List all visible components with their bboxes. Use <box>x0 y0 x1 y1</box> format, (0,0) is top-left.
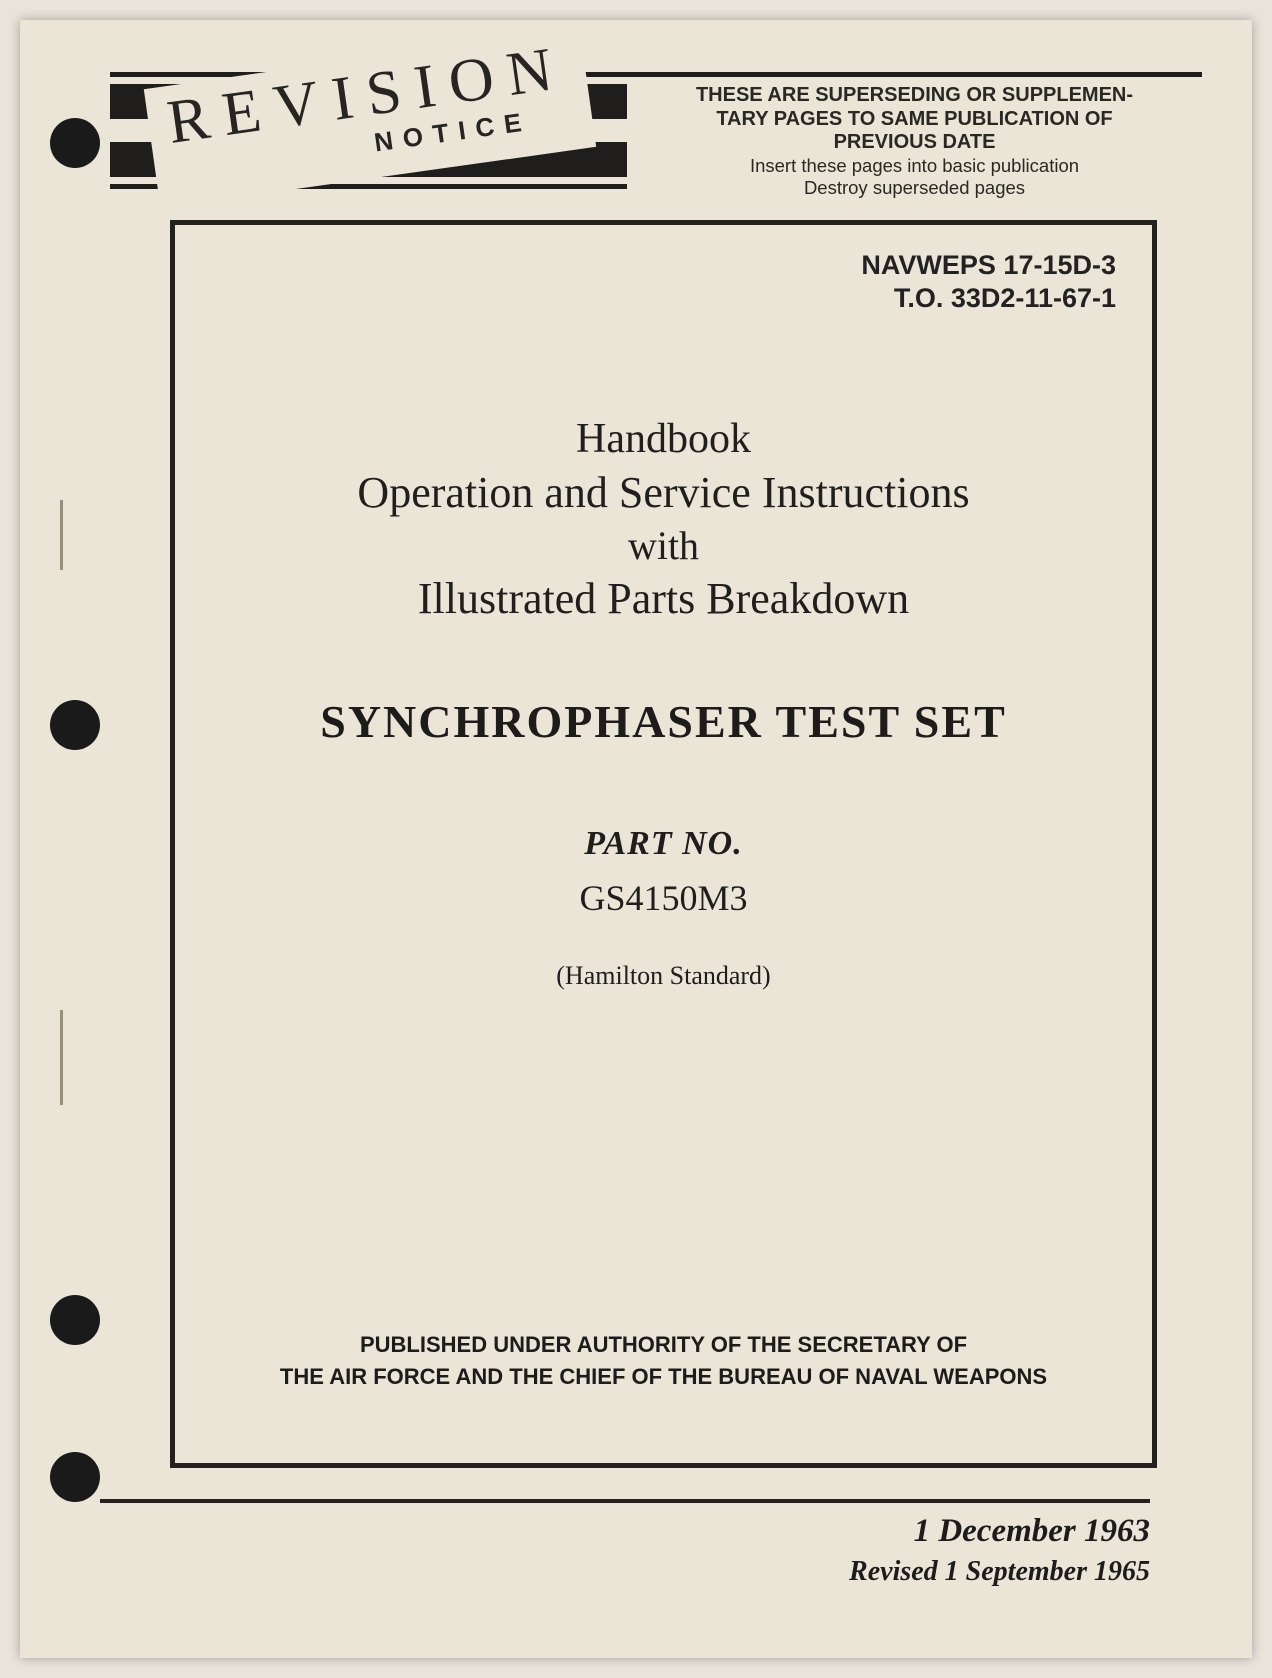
supersede-notice: THESE ARE SUPERSEDING OR SUPPLEMEN- TARY… <box>627 78 1202 202</box>
revision-date: Revised 1 September 1965 <box>100 1556 1150 1588</box>
supersede-line: PREVIOUS DATE <box>637 131 1192 155</box>
navweps-id: NAVWEPS 17-15D-3 <box>861 249 1116 282</box>
punch-hole <box>50 1452 100 1502</box>
handbook-line: Handbook <box>175 415 1152 463</box>
ipb-line: Illustrated Parts Breakdown <box>175 573 1152 624</box>
product-title: SYNCHROPHASER TEST SET <box>175 695 1152 748</box>
manufacturer: (Hamilton Standard) <box>175 961 1152 991</box>
supersede-line: Destroy superseded pages <box>637 177 1192 199</box>
rule <box>100 1499 1150 1503</box>
supersede-line: THESE ARE SUPERSEDING OR SUPPLEMEN- <box>637 84 1192 108</box>
punch-hole <box>50 700 100 750</box>
part-number-group: PART NO. GS4150M3 (Hamilton Standard) <box>175 825 1152 991</box>
revision-notice-stamp: REVISION NOTICE <box>144 28 596 208</box>
date-block: 1 December 1963 Revised 1 September 1965 <box>100 1499 1150 1588</box>
page-inner: THESE ARE SUPERSEDING OR SUPPLEMEN- TARY… <box>110 70 1202 1618</box>
handbook-title-group: Handbook Operation and Service Instructi… <box>175 415 1152 624</box>
part-number-label: PART NO. <box>175 825 1152 863</box>
title-panel: NAVWEPS 17-15D-3 T.O. 33D2-11-67-1 Handb… <box>170 220 1157 1468</box>
scanned-page: THESE ARE SUPERSEDING OR SUPPLEMEN- TARY… <box>20 20 1252 1658</box>
punch-hole <box>50 118 100 168</box>
supersede-line: Insert these pages into basic publicatio… <box>637 155 1192 177</box>
authority-line: THE AIR FORCE AND THE CHIEF OF THE BUREA… <box>235 1361 1092 1393</box>
with-line: with <box>175 522 1152 569</box>
authority-line: PUBLISHED UNDER AUTHORITY OF THE SECRETA… <box>235 1329 1092 1361</box>
ops-line: Operation and Service Instructions <box>175 467 1152 518</box>
document-ids: NAVWEPS 17-15D-3 T.O. 33D2-11-67-1 <box>861 249 1116 315</box>
publication-authority: PUBLISHED UNDER AUTHORITY OF THE SECRETA… <box>235 1329 1092 1393</box>
issue-date: 1 December 1963 <box>100 1513 1150 1550</box>
header-bar: THESE ARE SUPERSEDING OR SUPPLEMEN- TARY… <box>110 70 1202 180</box>
punch-hole <box>50 1295 100 1345</box>
tech-order-id: T.O. 33D2-11-67-1 <box>861 282 1116 315</box>
supersede-line: TARY PAGES TO SAME PUBLICATION OF <box>637 108 1192 132</box>
part-number-value: GS4150M3 <box>175 877 1152 919</box>
